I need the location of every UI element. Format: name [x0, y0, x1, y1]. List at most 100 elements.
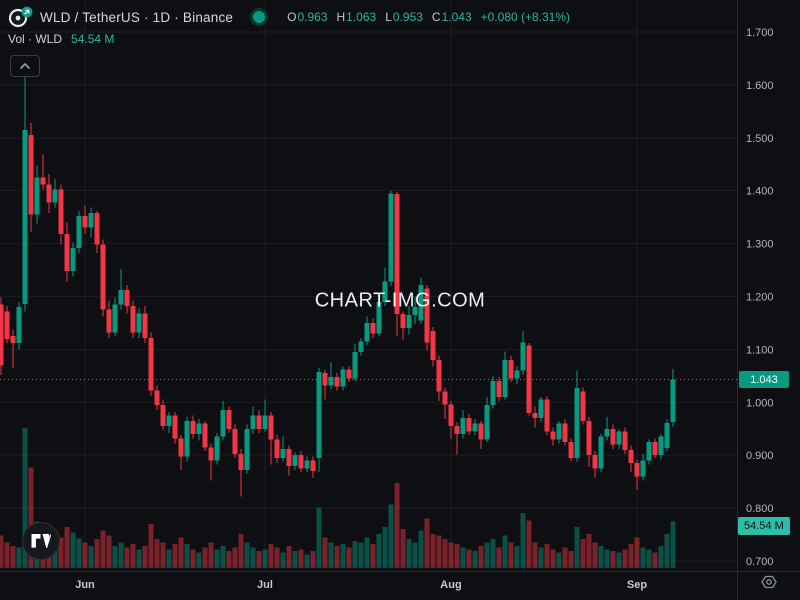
volume-bar	[4, 542, 10, 568]
candle-body	[280, 448, 286, 458]
candle-body	[670, 379, 676, 422]
volume-bar	[598, 545, 604, 568]
volume-bar	[646, 549, 652, 568]
volume-bar	[412, 542, 418, 568]
volume-bar	[238, 534, 244, 568]
candle-body	[310, 460, 316, 472]
volume-bar	[430, 534, 436, 568]
axis-settings-button[interactable]	[759, 572, 779, 592]
volume-bar	[556, 552, 562, 568]
volume-bar	[490, 539, 496, 568]
market-status-icon[interactable]	[253, 11, 266, 23]
volume-bar	[382, 527, 388, 568]
candle-body	[508, 359, 514, 379]
candle-body	[406, 315, 412, 329]
candle-body	[640, 460, 646, 477]
candle-body	[490, 381, 496, 405]
volume-bar	[496, 547, 502, 568]
volume-bar	[532, 542, 538, 568]
volume-bar	[214, 549, 220, 568]
volume-bar	[184, 544, 190, 568]
candle-body	[616, 431, 622, 445]
candle-body	[592, 455, 598, 469]
candle-body	[574, 388, 580, 458]
volume-bar	[106, 535, 112, 568]
tradingview-logo[interactable]	[22, 522, 60, 560]
candle-body	[370, 322, 376, 334]
chevron-up-icon	[20, 63, 30, 69]
candle-body	[544, 399, 550, 432]
candle-body	[64, 234, 70, 272]
candle-body	[304, 460, 310, 469]
candle-body	[16, 307, 22, 344]
time-axis-label: Sep	[627, 579, 647, 591]
candle-body	[70, 247, 76, 272]
volume-legend[interactable]: Vol · WLD 54.54 M	[8, 32, 114, 46]
volume-bar	[274, 547, 280, 568]
candle-body	[472, 423, 478, 432]
candle-body	[88, 212, 94, 228]
volume-bar	[250, 547, 256, 568]
volume-bar	[610, 551, 616, 568]
volume-bar	[514, 545, 520, 568]
candle-body	[136, 313, 142, 333]
candle-body	[202, 423, 208, 448]
volume-bar	[604, 549, 610, 568]
volume-bar	[538, 547, 544, 568]
volume-bar	[10, 545, 16, 568]
symbol-legend[interactable]: WLD / TetherUS · 1D · Binance O0.963 H1.…	[8, 6, 570, 28]
volume-bar	[64, 527, 70, 568]
candle-body	[82, 216, 88, 228]
volume-bar	[172, 544, 178, 568]
candle-body	[292, 455, 298, 466]
candle-body	[628, 449, 634, 464]
volume-bar	[616, 552, 622, 568]
collapse-legend-button[interactable]	[10, 55, 40, 77]
price-axis-label: 1.100	[746, 344, 774, 356]
candle-body	[256, 415, 262, 429]
candle-body	[166, 415, 172, 427]
volume-bar	[130, 544, 136, 568]
candle-body	[484, 404, 490, 440]
volume-bar	[58, 537, 64, 568]
volume-bar	[418, 530, 424, 568]
volume-bar	[52, 544, 58, 568]
candle-body	[4, 311, 10, 339]
volume-bar	[664, 534, 670, 568]
volume-bar	[370, 544, 376, 568]
low-value: 0.953	[392, 10, 423, 24]
volume-bar	[520, 512, 526, 568]
candle-body	[0, 304, 4, 366]
volume-bar	[400, 528, 406, 568]
candle-body	[664, 422, 670, 448]
high-value: 1.063	[346, 10, 377, 24]
candle-body	[586, 420, 592, 456]
price-axis-label: 1.400	[746, 186, 774, 198]
volume-bar	[292, 551, 298, 568]
volume-bar	[466, 549, 472, 568]
volume-bar	[262, 549, 268, 568]
candle-body	[154, 390, 160, 405]
volume-bar	[70, 532, 76, 568]
candle-body	[148, 337, 154, 391]
volume-bar	[460, 547, 466, 568]
candle-body	[172, 415, 178, 439]
last-volume-badge: 54.54 M	[738, 517, 790, 535]
volume-bar	[550, 549, 556, 568]
volume-bar	[148, 523, 154, 568]
time-axis-label: Jul	[257, 579, 273, 591]
candle-body	[268, 415, 274, 440]
volume-bar	[196, 552, 202, 568]
candle-body	[610, 428, 616, 445]
price-axis-label: 1.700	[746, 27, 774, 39]
price-axis-label: 0.900	[746, 450, 774, 462]
volume-bar	[376, 534, 382, 568]
candle-body	[364, 322, 370, 342]
candle-body	[196, 423, 202, 435]
candle-body	[46, 184, 52, 203]
candle-body	[28, 135, 34, 215]
volume-bar	[244, 542, 250, 568]
volume-bar	[88, 545, 94, 568]
